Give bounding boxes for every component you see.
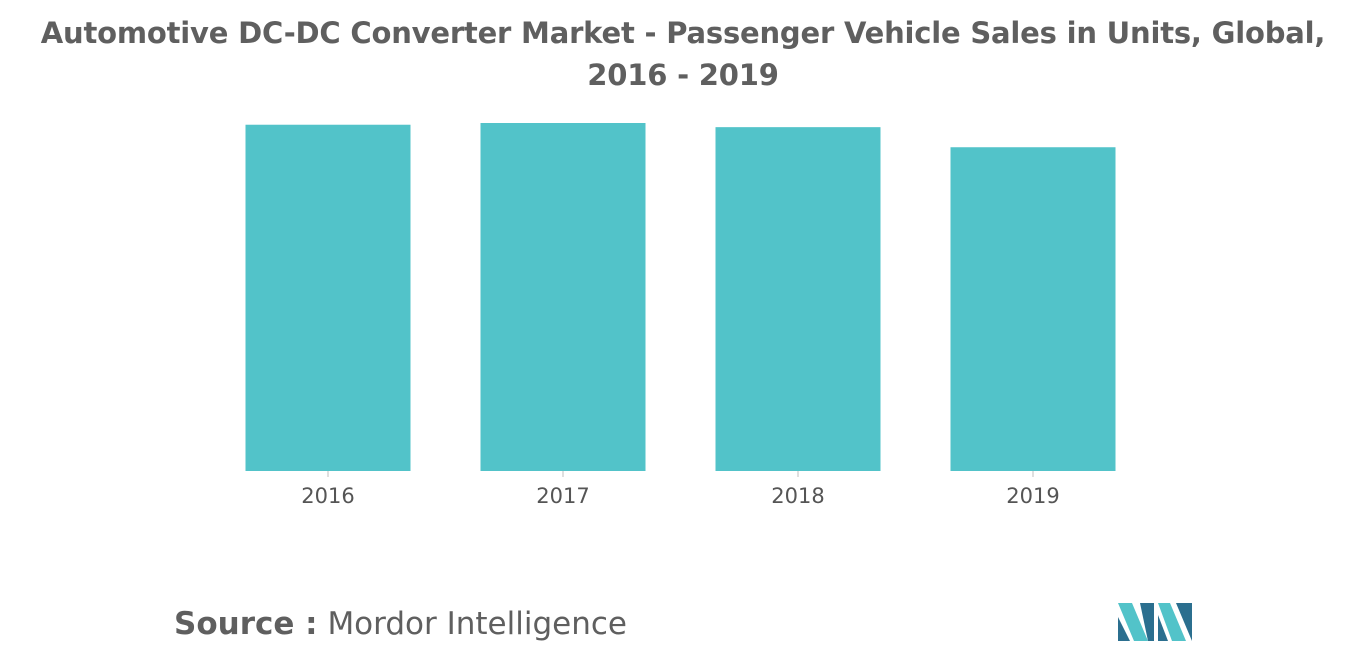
- x-axis-ticks: [327, 471, 1034, 477]
- source-note: Source : Mordor Intelligence: [174, 606, 627, 642]
- source-value: Mordor Intelligence: [327, 606, 627, 642]
- x-tick-label-2017: 2017: [536, 484, 589, 508]
- x-tick-label-2016: 2016: [301, 484, 354, 508]
- bar-2019: [950, 147, 1116, 471]
- x-tick-label-2019: 2019: [1006, 484, 1059, 508]
- chart-title: Automotive DC-DC Converter Market - Pass…: [40, 16, 1326, 92]
- x-axis-tick-labels: 2016 2017 2018 2019: [301, 484, 1059, 508]
- bars-group: [245, 123, 1116, 472]
- bar-2016: [245, 124, 411, 471]
- mordor-intelligence-logo-icon: [1118, 603, 1192, 641]
- source-label: Source :: [174, 606, 318, 642]
- bar-2017: [480, 123, 646, 471]
- x-tick-label-2018: 2018: [771, 484, 824, 508]
- bar-2018: [715, 127, 881, 472]
